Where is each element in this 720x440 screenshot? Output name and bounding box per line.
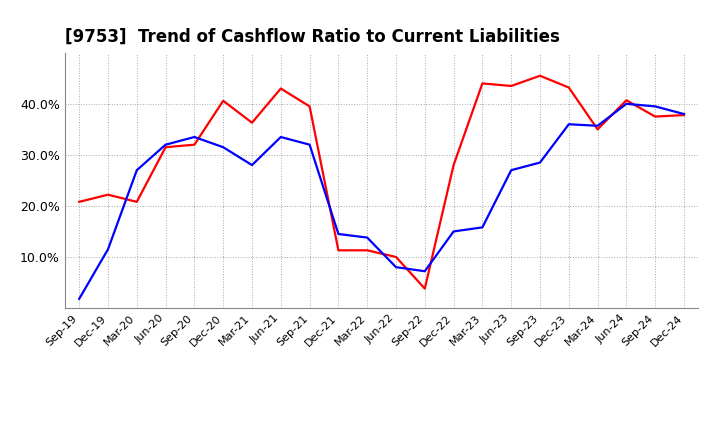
Free CF to Current Liabilities: [651, 104, 660, 109]
Operating CF to Current Liabilities: [564, 85, 573, 90]
Free CF to Current Liabilities: [622, 101, 631, 106]
Operating CF to Current Liabilities: [75, 199, 84, 205]
Operating CF to Current Liabilities: [190, 142, 199, 147]
Free CF to Current Liabilities: [536, 160, 544, 165]
Free CF to Current Liabilities: [75, 296, 84, 301]
Operating CF to Current Liabilities: [507, 83, 516, 88]
Free CF to Current Liabilities: [161, 142, 170, 147]
Operating CF to Current Liabilities: [420, 286, 429, 291]
Operating CF to Current Liabilities: [593, 127, 602, 132]
Free CF to Current Liabilities: [478, 225, 487, 230]
Operating CF to Current Liabilities: [305, 104, 314, 109]
Operating CF to Current Liabilities: [219, 98, 228, 103]
Operating CF to Current Liabilities: [161, 145, 170, 150]
Free CF to Current Liabilities: [219, 145, 228, 150]
Text: [9753]  Trend of Cashflow Ratio to Current Liabilities: [9753] Trend of Cashflow Ratio to Curren…: [65, 28, 559, 46]
Free CF to Current Liabilities: [449, 229, 458, 234]
Operating CF to Current Liabilities: [536, 73, 544, 78]
Operating CF to Current Liabilities: [651, 114, 660, 119]
Free CF to Current Liabilities: [132, 168, 141, 173]
Free CF to Current Liabilities: [104, 247, 112, 252]
Operating CF to Current Liabilities: [276, 86, 285, 91]
Operating CF to Current Liabilities: [478, 81, 487, 86]
Free CF to Current Liabilities: [680, 111, 688, 117]
Operating CF to Current Liabilities: [363, 248, 372, 253]
Free CF to Current Liabilities: [593, 123, 602, 128]
Free CF to Current Liabilities: [334, 231, 343, 237]
Operating CF to Current Liabilities: [680, 113, 688, 118]
Free CF to Current Liabilities: [392, 264, 400, 270]
Free CF to Current Liabilities: [276, 134, 285, 139]
Operating CF to Current Liabilities: [104, 192, 112, 197]
Operating CF to Current Liabilities: [392, 254, 400, 260]
Free CF to Current Liabilities: [363, 235, 372, 240]
Free CF to Current Liabilities: [248, 162, 256, 168]
Operating CF to Current Liabilities: [449, 162, 458, 168]
Operating CF to Current Liabilities: [248, 120, 256, 125]
Free CF to Current Liabilities: [190, 134, 199, 139]
Operating CF to Current Liabilities: [132, 199, 141, 205]
Line: Operating CF to Current Liabilities: Operating CF to Current Liabilities: [79, 76, 684, 289]
Operating CF to Current Liabilities: [334, 248, 343, 253]
Line: Free CF to Current Liabilities: Free CF to Current Liabilities: [79, 104, 684, 299]
Free CF to Current Liabilities: [420, 268, 429, 274]
Free CF to Current Liabilities: [507, 168, 516, 173]
Operating CF to Current Liabilities: [622, 98, 631, 103]
Free CF to Current Liabilities: [564, 121, 573, 127]
Free CF to Current Liabilities: [305, 142, 314, 147]
